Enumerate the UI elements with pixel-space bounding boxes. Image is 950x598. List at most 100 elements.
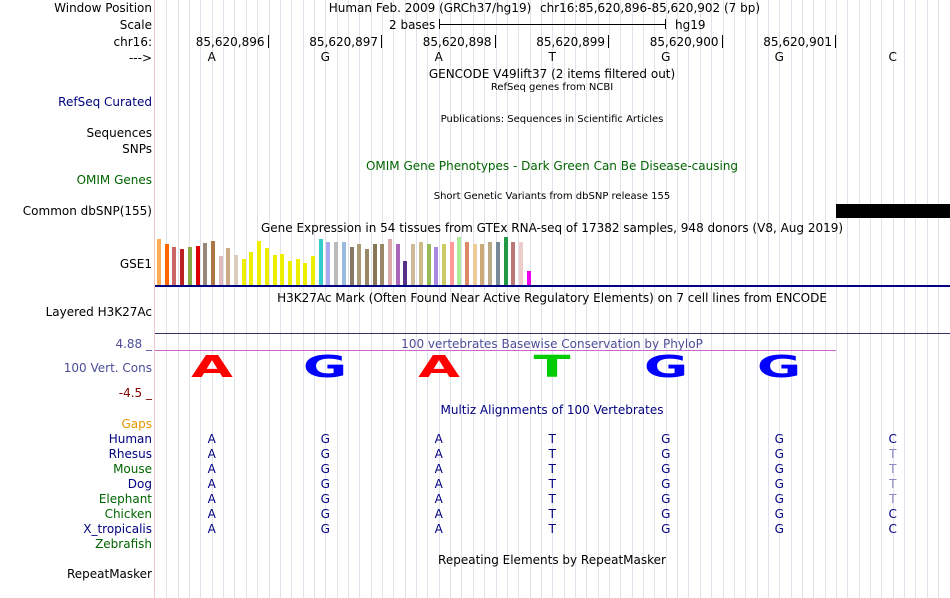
species-label[interactable]: X_tropicalis bbox=[83, 522, 152, 536]
gtex-tissue-bar[interactable] bbox=[241, 259, 246, 285]
gtex-tissue-bar[interactable] bbox=[187, 247, 192, 285]
track-label-sequences[interactable]: Sequences bbox=[86, 126, 152, 140]
gtex-tissue-bar[interactable] bbox=[526, 271, 531, 285]
grid-line bbox=[507, 0, 508, 598]
gtex-tissue-bar[interactable] bbox=[480, 244, 485, 285]
dbsnp-track-title[interactable]: Short Genetic Variants from dbSNP releas… bbox=[433, 191, 671, 202]
gtex-tissue-bar[interactable] bbox=[403, 261, 408, 285]
grid-line bbox=[234, 0, 235, 598]
track-label-omim[interactable]: OMIM Genes bbox=[76, 173, 152, 187]
gtex-tissue-bar[interactable] bbox=[326, 242, 331, 285]
track-label-snps[interactable]: SNPs bbox=[122, 142, 152, 156]
gtex-tissue-bar[interactable] bbox=[172, 247, 177, 285]
alignment-base: G bbox=[661, 522, 671, 536]
label-separator bbox=[154, 0, 155, 598]
alignment-base: G bbox=[774, 522, 784, 536]
track-label-repeatmasker[interactable]: RepeatMasker bbox=[66, 567, 152, 581]
gtex-tissue-bar[interactable] bbox=[457, 237, 462, 285]
gtex-tissue-bar[interactable] bbox=[434, 247, 439, 285]
phylop-track-title[interactable]: 100 vertebrates Basewise Conservation by… bbox=[401, 337, 703, 351]
gtex-tissue-bar[interactable] bbox=[249, 252, 254, 285]
gtex-tissue-bar[interactable] bbox=[280, 254, 285, 285]
alignment-base: T bbox=[548, 477, 556, 491]
scale-bar bbox=[439, 19, 666, 29]
gtex-tissue-bar[interactable] bbox=[318, 239, 323, 285]
gtex-tissue-bar[interactable] bbox=[295, 259, 300, 285]
gtex-tissue-bar[interactable] bbox=[426, 244, 431, 285]
gtex-tissue-bar[interactable] bbox=[303, 263, 308, 285]
track-label-dbsnp[interactable]: Common dbSNP(155) bbox=[22, 204, 152, 218]
grid-line bbox=[223, 0, 224, 598]
gtex-tissue-bar[interactable] bbox=[203, 243, 208, 285]
alignment-base: A bbox=[207, 432, 216, 446]
multiz-track-title[interactable]: Multiz Alignments of 100 Vertebrates bbox=[440, 403, 664, 417]
gtex-tissue-bar[interactable] bbox=[349, 247, 354, 285]
track-label-vert-cons[interactable]: 100 Vert. Cons bbox=[63, 361, 152, 375]
publications-track-title[interactable]: Publications: Sequences in Scientific Ar… bbox=[440, 114, 664, 125]
gtex-tissue-bar[interactable] bbox=[234, 255, 238, 285]
gtex-tissue-bar[interactable] bbox=[488, 242, 493, 285]
gtex-tissue-bar[interactable] bbox=[380, 244, 385, 285]
gtex-tissue-bar[interactable] bbox=[441, 244, 446, 285]
gtex-tissue-bar[interactable] bbox=[334, 242, 339, 285]
gtex-tissue-bar[interactable] bbox=[210, 241, 215, 285]
gtex-tissue-bar[interactable] bbox=[195, 246, 200, 285]
track-label-gaps[interactable]: Gaps bbox=[121, 417, 152, 431]
grid-line bbox=[666, 0, 667, 598]
gtex-tissue-bar[interactable] bbox=[518, 242, 523, 285]
gtex-tissue-bar[interactable] bbox=[218, 256, 223, 285]
alignment-base: T bbox=[548, 432, 556, 446]
gtex-tissue-bar[interactable] bbox=[465, 242, 469, 285]
gtex-tissue-bar[interactable] bbox=[311, 256, 315, 285]
label-strand-arrow[interactable]: ---> bbox=[128, 51, 152, 65]
gtex-tissue-bar[interactable] bbox=[357, 244, 362, 285]
omim-track-title[interactable]: OMIM Gene Phenotypes - Dark Green Can Be… bbox=[365, 159, 739, 173]
gtex-tissue-bar[interactable] bbox=[511, 242, 516, 285]
gencode-track-title[interactable]: GENCODE V49lift37 (2 items filtered out) bbox=[428, 67, 676, 81]
gtex-tissue-bar[interactable] bbox=[226, 248, 231, 285]
species-label[interactable]: Mouse bbox=[113, 462, 152, 476]
grid-line bbox=[893, 0, 894, 598]
gtex-tissue-bar[interactable] bbox=[388, 239, 392, 285]
species-label[interactable]: Elephant bbox=[98, 492, 152, 506]
species-label[interactable]: Rhesus bbox=[108, 447, 152, 461]
gtex-tissue-bar[interactable] bbox=[472, 244, 477, 285]
gtex-tissue-bar[interactable] bbox=[287, 261, 292, 285]
gtex-tissue-bar[interactable] bbox=[364, 249, 369, 285]
grid-line bbox=[609, 0, 610, 598]
species-label[interactable]: Zebrafish bbox=[95, 537, 152, 551]
gtex-track-title[interactable]: Gene Expression in 54 tissues from GTEx … bbox=[260, 221, 844, 235]
gtex-tissue-bar[interactable] bbox=[372, 244, 377, 285]
alignment-base: A bbox=[207, 492, 216, 506]
alignment-base: G bbox=[774, 492, 784, 506]
track-label-refseq[interactable]: RefSeq Curated bbox=[58, 95, 152, 109]
gtex-tissue-bar[interactable] bbox=[449, 242, 454, 285]
gtex-tissue-bar[interactable] bbox=[495, 242, 500, 285]
gtex-tissue-bar[interactable] bbox=[341, 242, 346, 285]
track-label-h3k27ac[interactable]: Layered H3K27Ac bbox=[45, 305, 152, 319]
gtex-tissue-bar[interactable] bbox=[257, 241, 262, 285]
species-label[interactable]: Dog bbox=[127, 477, 152, 491]
gtex-tissue-bar[interactable] bbox=[272, 255, 277, 285]
alignment-base: G bbox=[774, 477, 784, 491]
reference-base: C bbox=[888, 50, 897, 64]
dbsnp-variant-block[interactable] bbox=[836, 204, 950, 218]
h3k27ac-track-title[interactable]: H3K27Ac Mark (Often Found Near Active Re… bbox=[277, 291, 827, 305]
gtex-tissue-bar[interactable] bbox=[264, 248, 269, 285]
grid-line bbox=[393, 0, 394, 598]
gtex-tissue-bar[interactable] bbox=[411, 244, 416, 285]
gtex-tissue-bar[interactable] bbox=[157, 239, 161, 285]
repeatmasker-track-title[interactable]: Repeating Elements by RepeatMasker bbox=[438, 553, 666, 567]
species-label[interactable]: Chicken bbox=[104, 507, 152, 521]
grid-line bbox=[189, 0, 190, 598]
track-label-gse1[interactable]: GSE1 bbox=[119, 257, 152, 271]
gtex-tissue-bar[interactable] bbox=[164, 244, 169, 285]
gtex-tissue-bar[interactable] bbox=[395, 244, 400, 285]
species-label[interactable]: Human bbox=[108, 432, 152, 446]
gtex-bar-chart[interactable] bbox=[155, 237, 950, 285]
gtex-tissue-bar[interactable] bbox=[418, 242, 423, 285]
gtex-tissue-bar[interactable] bbox=[180, 249, 185, 285]
gtex-tissue-bar[interactable] bbox=[503, 237, 508, 285]
grid-line bbox=[371, 0, 372, 598]
alignment-base: G bbox=[661, 432, 671, 446]
